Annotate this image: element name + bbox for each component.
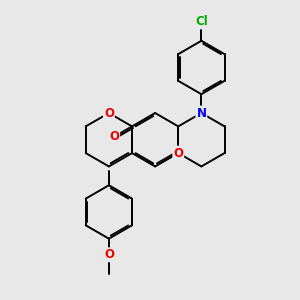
Text: O: O	[104, 248, 114, 261]
Text: N: N	[196, 106, 206, 119]
Text: Cl: Cl	[195, 16, 208, 28]
Text: O: O	[173, 147, 183, 160]
Text: O: O	[109, 130, 119, 143]
Text: O: O	[104, 106, 114, 119]
